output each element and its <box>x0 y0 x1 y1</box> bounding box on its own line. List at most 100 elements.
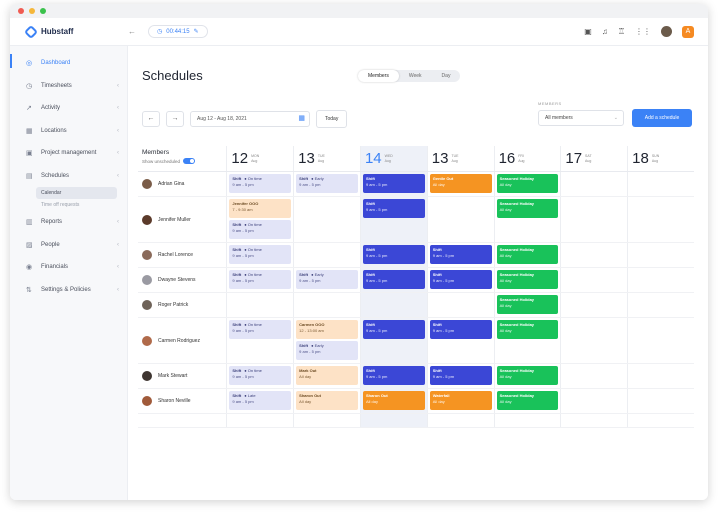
schedule-block[interactable]: Shift 9 am - 5 pm <box>362 245 425 264</box>
schedule-cell[interactable]: Shift ● Early 9 am - 5 pm <box>293 268 360 292</box>
sidebar-item-dashboard[interactable]: ◎ Dashboard <box>10 52 127 75</box>
schedule-cell[interactable]: Seasoned Holiday All day <box>493 293 561 317</box>
schedule-cell[interactable] <box>627 268 694 292</box>
schedule-block[interactable]: Seasoned Holiday All day <box>496 245 559 264</box>
schedule-cell[interactable]: Shift 9 am - 5 pm <box>426 268 494 292</box>
sidebar-item-activity[interactable]: ↗ Activity ‹ <box>10 97 127 120</box>
schedule-cell[interactable]: Shift 9 am - 5 pm <box>359 243 427 267</box>
schedule-cell[interactable]: Seasoned Holiday All day <box>493 172 561 196</box>
schedule-cell[interactable]: Seasoned Holiday All day <box>493 197 561 242</box>
schedule-block[interactable]: Carmen OOO 12 - 13:00 am <box>296 320 358 339</box>
schedule-cell[interactable] <box>627 389 694 413</box>
schedule-cell[interactable] <box>560 389 627 413</box>
schedule-cell[interactable]: Shift 9 am - 5 pm <box>426 318 494 363</box>
schedule-cell[interactable]: Waterfall All day <box>426 389 494 413</box>
schedule-cell[interactable]: Sharon Out All day <box>359 389 427 413</box>
schedule-cell[interactable]: Mark Out All day <box>293 364 360 388</box>
schedule-cell[interactable] <box>627 364 694 388</box>
sidebar-item-project-management[interactable]: ▣ Project management ‹ <box>10 142 127 165</box>
schedule-block[interactable]: Seasoned Holiday All day <box>496 366 559 385</box>
view-week[interactable]: Week <box>408 73 422 79</box>
view-day[interactable]: Day <box>441 73 451 79</box>
sidebar-item-schedules[interactable]: ▤ Schedules ‹ <box>10 165 127 188</box>
schedule-block[interactable]: Seasoned Holiday All day <box>496 320 559 339</box>
schedule-cell[interactable] <box>560 364 627 388</box>
schedule-cell[interactable]: Shift ● On time 9 am - 5 pm <box>226 318 293 363</box>
schedule-cell[interactable]: Seasoned Holiday All day <box>493 389 561 413</box>
apps-grid-icon[interactable]: ⋮⋮ <box>635 27 651 36</box>
member-cell[interactable]: Sharon Neville <box>138 389 226 413</box>
prev-week-button[interactable]: ← <box>142 111 160 127</box>
member-cell[interactable]: Adrian Gina <box>138 172 226 196</box>
schedule-cell[interactable]: Shift 9 am - 5 pm <box>359 364 427 388</box>
schedule-block[interactable]: Shift ● On time 9 am - 5 pm <box>229 366 292 385</box>
schedule-block[interactable]: Sharon Out All day <box>296 391 358 410</box>
today-button[interactable]: Today <box>316 110 348 128</box>
schedule-block[interactable]: Shift 9 am - 5 pm <box>362 320 425 339</box>
schedule-cell[interactable]: Shift ● On time 9 am - 5 pm <box>226 364 293 388</box>
sidebar-item-locations[interactable]: ▦ Locations ‹ <box>10 120 127 143</box>
schedule-cell[interactable] <box>226 293 293 317</box>
close-dot[interactable] <box>18 8 24 14</box>
schedule-block[interactable]: Jennifer OOO 7 - 9:30 am <box>229 199 292 218</box>
schedule-block[interactable]: Shift 9 am - 5 pm <box>362 199 425 218</box>
sidebar-item-timesheets[interactable]: ◷ Timesheets ‹ <box>10 75 127 98</box>
sidebar-item-settings-policies[interactable]: ⇅ Settings & Policies ‹ <box>10 279 127 302</box>
schedule-block[interactable]: Seasoned Holiday All day <box>496 295 559 314</box>
timer-edit-icon[interactable]: ✎ <box>193 29 199 35</box>
schedule-cell[interactable] <box>627 243 694 267</box>
schedule-block[interactable]: Shift ● Early 9 am - 5 pm <box>296 341 358 360</box>
schedule-cell[interactable]: Shift 9 am - 5 pm <box>359 172 427 196</box>
schedule-cell[interactable]: Sharon Out All day <box>293 389 360 413</box>
show-unscheduled-toggle[interactable] <box>183 158 196 164</box>
schedule-cell[interactable]: Shift ● On time 9 am - 5 pm <box>226 172 293 196</box>
schedule-block[interactable]: Seasoned Holiday All day <box>496 391 559 410</box>
schedule-cell[interactable]: Seasoned Holiday All day <box>493 364 561 388</box>
schedule-cell[interactable]: Shift 9 am - 5 pm <box>359 318 427 363</box>
schedule-cell[interactable] <box>426 293 494 317</box>
schedule-cell[interactable] <box>560 293 627 317</box>
schedule-block[interactable]: Seasoned Holiday All day <box>496 174 559 193</box>
member-cell[interactable]: Carmen Rodriguez <box>138 318 226 363</box>
schedule-block[interactable]: Shift ● On time 9 am - 5 pm <box>229 220 292 239</box>
member-cell[interactable]: Rachel Lorence <box>138 243 226 267</box>
maximize-dot[interactable] <box>40 8 46 14</box>
schedule-block[interactable]: Shift 9 am - 5 pm <box>362 174 425 193</box>
schedule-cell[interactable] <box>426 197 494 242</box>
gift-icon[interactable]: ♖ <box>617 27 625 36</box>
schedule-cell[interactable]: Seasoned Holiday All day <box>493 318 561 363</box>
schedule-block[interactable]: Shift 9 am - 5 pm <box>429 270 492 289</box>
collapse-sidebar-icon[interactable]: ← <box>128 27 136 36</box>
schedule-block[interactable]: Shift 9 am - 5 pm <box>362 366 425 385</box>
brand-logo[interactable]: Hubstaff <box>10 24 128 39</box>
next-week-button[interactable]: → <box>166 111 184 127</box>
schedule-block[interactable]: Shift ● Early 9 am - 5 pm <box>296 270 358 289</box>
add-schedule-button[interactable]: Add a schedule <box>632 109 692 127</box>
schedule-cell[interactable]: Seasoned Holiday All day <box>493 268 561 292</box>
schedule-cell[interactable] <box>560 243 627 267</box>
sidebar-item-reports[interactable]: ▥ Reports ‹ <box>10 211 127 234</box>
schedule-block[interactable]: Seasoned Holiday All day <box>496 199 559 218</box>
schedule-block[interactable]: Shift ● Late 9 am - 5 pm <box>229 391 292 410</box>
schedule-cell[interactable]: Shift ● Early 9 am - 5 pm <box>293 172 360 196</box>
schedule-cell[interactable] <box>293 197 360 242</box>
member-cell[interactable]: Roger Patrick <box>138 293 226 317</box>
member-cell[interactable]: Jennifer Muller <box>138 197 226 242</box>
schedule-block[interactable]: Shift 9 am - 5 pm <box>429 245 492 264</box>
schedule-block[interactable]: Shift ● On time 9 am - 5 pm <box>229 245 292 264</box>
schedule-block[interactable]: Shift 9 am - 5 pm <box>362 270 425 289</box>
schedule-block[interactable]: Waterfall All day <box>429 391 492 410</box>
schedule-cell[interactable]: Shift 9 am - 5 pm <box>359 268 427 292</box>
schedule-cell[interactable] <box>560 172 627 196</box>
schedule-cell[interactable]: Jennifer OOO 7 - 9:30 am Shift ● On time 9 a… <box>226 197 293 242</box>
sidebar-item-financials[interactable]: ◉ Financials ‹ <box>10 256 127 279</box>
schedule-cell[interactable]: Gentle Out All day <box>426 172 494 196</box>
sidebar-item-people[interactable]: ▨ People ‹ <box>10 234 127 257</box>
schedule-block[interactable]: Shift ● On time 9 am - 5 pm <box>229 320 292 339</box>
screen-icon[interactable]: ▣ <box>584 27 592 36</box>
members-filter-select[interactable]: All members ⌄ <box>538 110 624 126</box>
schedule-block[interactable]: Shift ● On time 9 am - 5 pm <box>229 270 292 289</box>
member-cell[interactable]: Mark Stewart <box>138 364 226 388</box>
schedule-cell[interactable] <box>627 318 694 363</box>
schedule-cell[interactable]: Carmen OOO 12 - 13:00 am Shift ● Early 9 am … <box>293 318 360 363</box>
